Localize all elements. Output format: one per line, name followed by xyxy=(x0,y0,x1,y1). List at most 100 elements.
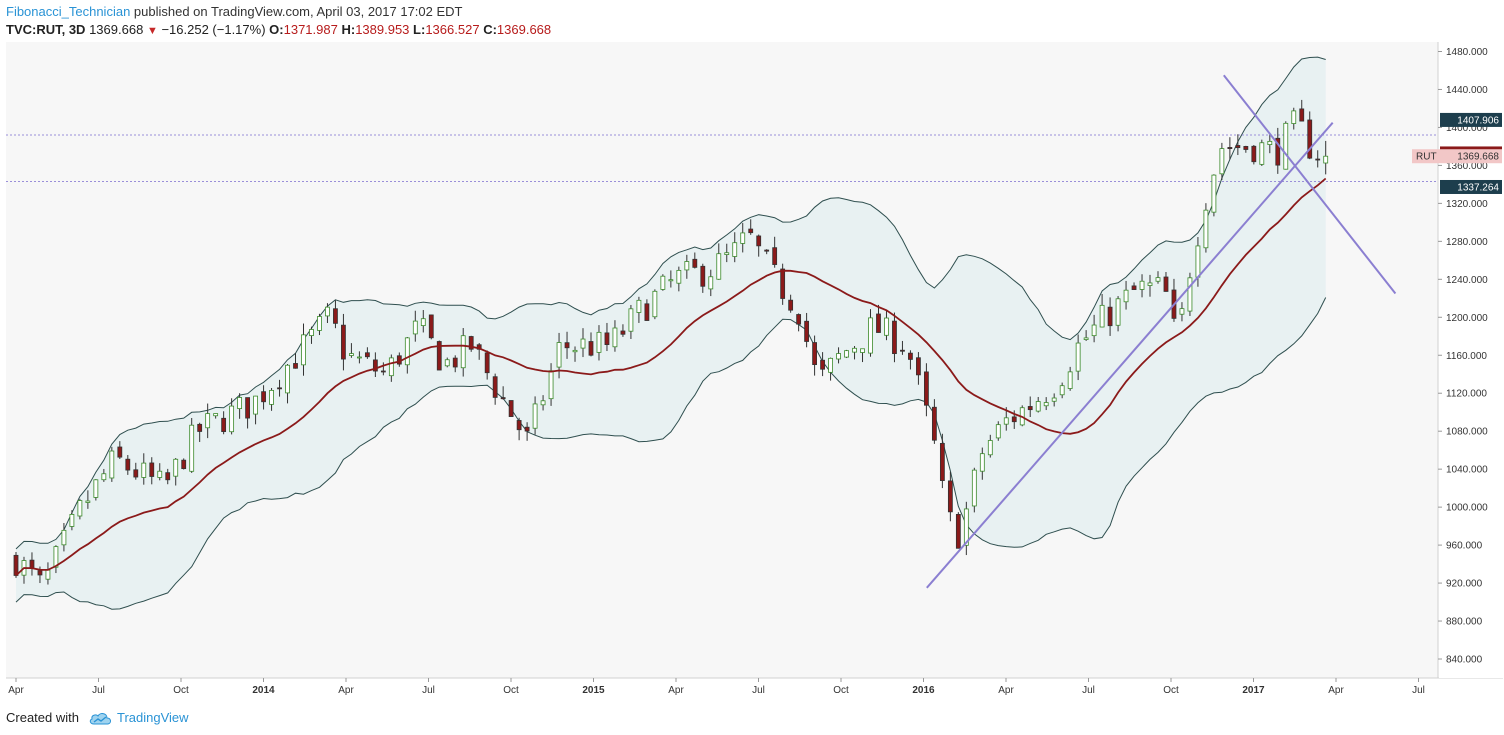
candle xyxy=(724,243,730,263)
candle-body xyxy=(1051,397,1057,402)
candle-body xyxy=(1027,406,1033,411)
candle xyxy=(1115,296,1121,332)
candle xyxy=(133,462,139,480)
candle xyxy=(1091,314,1097,343)
candle xyxy=(404,337,410,374)
price-tick-label: 1160.000 xyxy=(1446,351,1487,362)
tradingview-cloud-icon[interactable] xyxy=(88,710,114,726)
price-chart[interactable]: 840.000 880.000 920.000 960.000 1000.000 1040… xyxy=(6,42,1503,701)
candle xyxy=(149,457,155,485)
candle xyxy=(644,299,650,321)
candle xyxy=(245,397,250,429)
candle-body xyxy=(1275,137,1281,166)
trendline[interactable] xyxy=(926,122,1334,589)
candle-body xyxy=(876,313,881,333)
candle-body xyxy=(1219,148,1225,175)
close-value: 1369.668 xyxy=(496,22,552,37)
candle xyxy=(676,266,682,292)
down-arrow-icon: ▼ xyxy=(146,25,158,37)
candle-body xyxy=(995,424,1001,439)
symbol-tag-label: RUT xyxy=(1416,152,1437,163)
candle-body xyxy=(788,299,794,311)
bollinger-bands xyxy=(15,56,1327,610)
candle-body xyxy=(341,324,346,360)
candle xyxy=(468,335,474,352)
candle xyxy=(1275,127,1281,174)
upper-band-line xyxy=(15,56,1326,550)
candle-body xyxy=(764,249,770,252)
candle-body xyxy=(740,232,746,244)
candle xyxy=(1067,366,1073,391)
candle xyxy=(460,328,466,377)
candle-body xyxy=(588,341,594,356)
candle-body xyxy=(756,235,762,247)
candle-body xyxy=(1291,110,1297,124)
candle-body xyxy=(892,320,897,355)
candle xyxy=(213,413,219,419)
candle-body xyxy=(460,335,466,369)
candle-body xyxy=(269,389,274,405)
candle-body xyxy=(508,400,514,417)
candle-body xyxy=(197,423,203,432)
candle xyxy=(700,263,706,293)
candle xyxy=(388,354,394,382)
candle-body xyxy=(165,472,171,481)
candle-body xyxy=(69,514,75,527)
change-value: −16.252 (−1.17%) xyxy=(161,22,266,37)
candle xyxy=(652,289,658,320)
candle-body xyxy=(963,508,969,546)
tradingview-brand-link[interactable]: TradingView xyxy=(117,710,189,725)
symbol-label: TVC:RUT, 3D xyxy=(6,22,86,37)
price-axis[interactable]: 840.000 880.000 920.000 960.000 1000.000 1040… xyxy=(1438,47,1488,666)
candle xyxy=(221,411,227,435)
candle-body xyxy=(868,317,873,354)
candle-body xyxy=(309,329,314,337)
candle xyxy=(876,304,881,333)
candle xyxy=(125,455,131,475)
close-label: C: xyxy=(483,22,497,37)
candle-body xyxy=(1259,142,1265,165)
candle xyxy=(1147,274,1153,297)
candle-body xyxy=(860,348,865,353)
candle xyxy=(364,347,370,359)
candle-body xyxy=(444,359,450,367)
candle-body xyxy=(947,480,953,513)
candle-body xyxy=(1195,245,1201,278)
candle-body xyxy=(1083,337,1089,340)
candle-body xyxy=(173,458,179,477)
candle-body xyxy=(356,356,362,359)
time-axis[interactable]: Apr Jul Oct 2014 Apr Jul Oct 2015 Apr Jul Oct 2016 A… xyxy=(8,678,1425,696)
candle-body xyxy=(53,546,59,568)
candle xyxy=(356,351,362,364)
candle-body xyxy=(668,279,674,282)
candle-body xyxy=(796,314,802,325)
candle-body xyxy=(828,357,833,373)
candle xyxy=(1299,99,1305,122)
candle-body xyxy=(37,570,43,576)
candle-body xyxy=(13,554,19,576)
trendline[interactable] xyxy=(1223,74,1397,295)
candle xyxy=(979,447,985,480)
ma-line xyxy=(15,177,1327,577)
candle-body xyxy=(1203,209,1209,249)
candle xyxy=(772,236,778,268)
candle xyxy=(532,396,538,435)
author-link[interactable]: Fibonacci_Technician xyxy=(6,4,131,19)
chart-header: Fibonacci_Technician published on Tradin… xyxy=(0,0,1504,42)
price-tick-label: 1480.000 xyxy=(1446,47,1488,58)
candle-body xyxy=(1267,140,1273,145)
candle xyxy=(660,274,666,291)
candle xyxy=(1163,272,1169,292)
candle-body xyxy=(221,417,227,433)
time-tick-label: Oct xyxy=(1163,685,1179,696)
trendlines[interactable] xyxy=(926,74,1397,589)
price-tick-label: 1200.000 xyxy=(1446,313,1488,324)
candle xyxy=(1211,174,1217,217)
candle-body xyxy=(245,397,250,419)
candle-body xyxy=(852,347,857,353)
price-tick-label: 1040.000 xyxy=(1446,465,1488,476)
candle xyxy=(261,385,266,410)
candle-body xyxy=(1147,282,1153,286)
last-price-tag xyxy=(1412,149,1502,164)
candle xyxy=(452,355,458,373)
